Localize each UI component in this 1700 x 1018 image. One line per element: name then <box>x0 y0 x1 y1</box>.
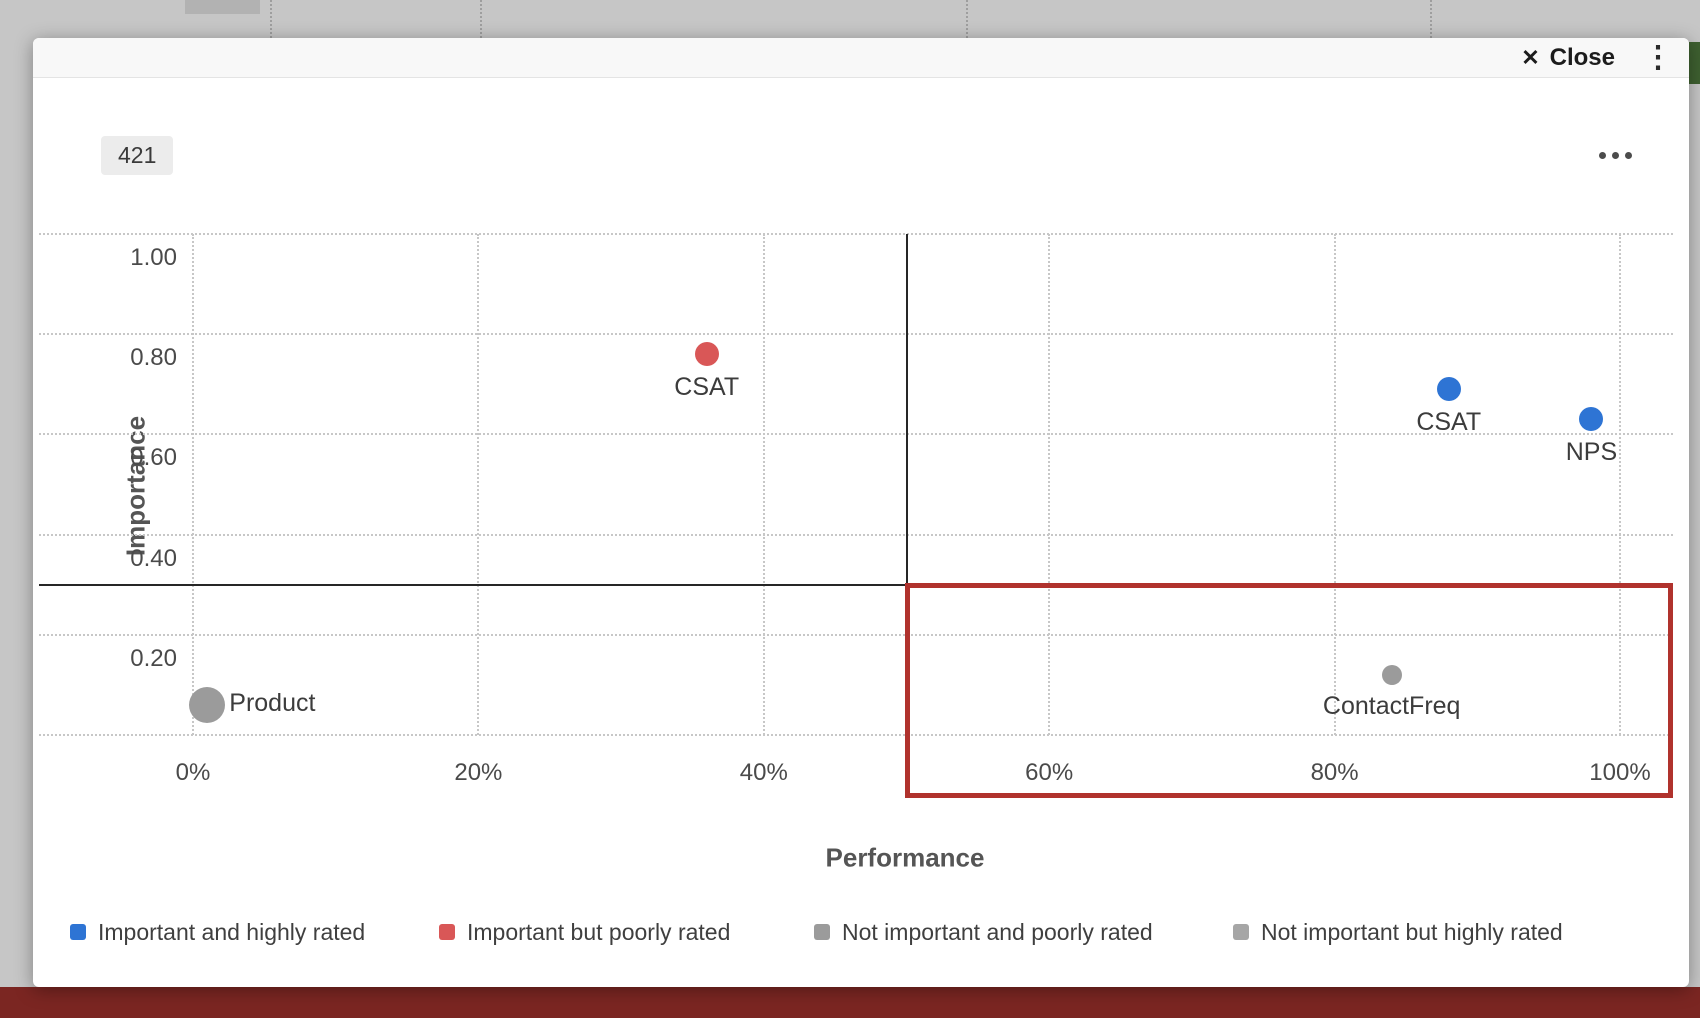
more-options-icon[interactable] <box>1599 148 1632 162</box>
background-gridline <box>1430 0 1432 38</box>
y-axis-tick-label: 0.80 <box>130 344 177 372</box>
more-options-dot <box>1612 151 1619 159</box>
close-button[interactable]: ✕ Close <box>1521 43 1615 71</box>
highlight-rectangle <box>904 582 1673 798</box>
background-gridline <box>270 0 272 38</box>
more-options-dot <box>1625 151 1632 159</box>
x-axis-tick-label: 0% <box>175 759 211 786</box>
background-bottom-bar <box>0 987 1700 1018</box>
x-axis-tick-label: 20% <box>454 759 503 786</box>
data-point-label: CSAT <box>674 373 740 402</box>
legend-label: Important and highly rated <box>98 918 366 945</box>
response-count-badge: 421 <box>101 136 174 175</box>
x-axis-title: Performance <box>825 842 985 873</box>
y-axis-tick-label: 0.60 <box>130 444 177 472</box>
legend-swatch <box>439 924 455 940</box>
quadrant-divider-horizontal <box>39 583 1673 586</box>
data-point-label: CSAT <box>1416 408 1482 437</box>
close-button-label: Close <box>1549 43 1615 71</box>
quadrant-divider-vertical <box>905 234 908 585</box>
y-gridline <box>39 633 1673 636</box>
y-gridline <box>39 333 1673 336</box>
x-axis-tick-label: 100% <box>1589 759 1651 786</box>
legend-item[interactable]: Important and highly rated <box>70 918 365 946</box>
y-axis-tick-label: 1.00 <box>130 244 177 271</box>
data-point-label: NPS <box>1565 438 1618 467</box>
x-gridline <box>1333 234 1336 735</box>
legend-item[interactable]: Not important and poorly rated <box>814 918 1153 946</box>
x-axis-tick-label: 40% <box>739 759 788 786</box>
y-axis-tick-label: 0.40 <box>130 544 177 572</box>
legend-swatch <box>70 924 86 940</box>
background-gridline <box>966 0 968 38</box>
data-point-csat[interactable] <box>1436 377 1461 402</box>
x-gridline <box>1619 234 1621 735</box>
legend-swatch <box>1233 924 1249 940</box>
x-gridline <box>1048 234 1051 735</box>
x-axis-tick-label: 80% <box>1310 759 1359 786</box>
x-gridline <box>477 234 480 735</box>
legend-label: Not important but highly rated <box>1261 918 1563 945</box>
data-point-nps[interactable] <box>1579 407 1604 432</box>
legend-item[interactable]: Not important but highly rated <box>1233 918 1563 946</box>
background-accent-block <box>1689 42 1700 84</box>
background-artifact <box>185 0 260 14</box>
modal-header: ✕ Close ⋮ <box>33 38 1689 78</box>
data-point-label: Product <box>229 688 316 717</box>
legend-label: Important but poorly rated <box>467 918 731 945</box>
y-gridline <box>39 433 1673 436</box>
data-point-label: ContactFreq <box>1322 691 1461 720</box>
legend-item[interactable]: Important but poorly rated <box>439 918 730 946</box>
y-gridline <box>39 734 1673 736</box>
kebab-menu-icon[interactable]: ⋮ <box>1643 40 1673 74</box>
x-gridline <box>192 234 194 735</box>
more-options-dot <box>1599 151 1606 159</box>
y-axis-tick-label: 0.20 <box>130 644 177 672</box>
x-axis-tick-label: 60% <box>1025 759 1074 786</box>
data-point-product[interactable] <box>189 686 226 723</box>
data-point-contactfreq[interactable] <box>1381 664 1402 685</box>
data-point-csat[interactable] <box>694 342 719 367</box>
x-gridline <box>762 234 765 735</box>
chart-modal: ✕ Close ⋮ 421 Importance Performance 0.2… <box>33 38 1689 987</box>
legend-label: Not important and poorly rated <box>842 918 1153 945</box>
chart-area: 0.20 0.40 0.60 0.80 1.00 0% 20% 40% 60% 80% 100% CS… <box>33 38 1689 987</box>
close-icon: ✕ <box>1521 44 1540 70</box>
legend-swatch <box>814 924 830 940</box>
y-gridline <box>39 233 1673 235</box>
y-gridline <box>39 533 1673 536</box>
background-gridline <box>480 0 482 38</box>
